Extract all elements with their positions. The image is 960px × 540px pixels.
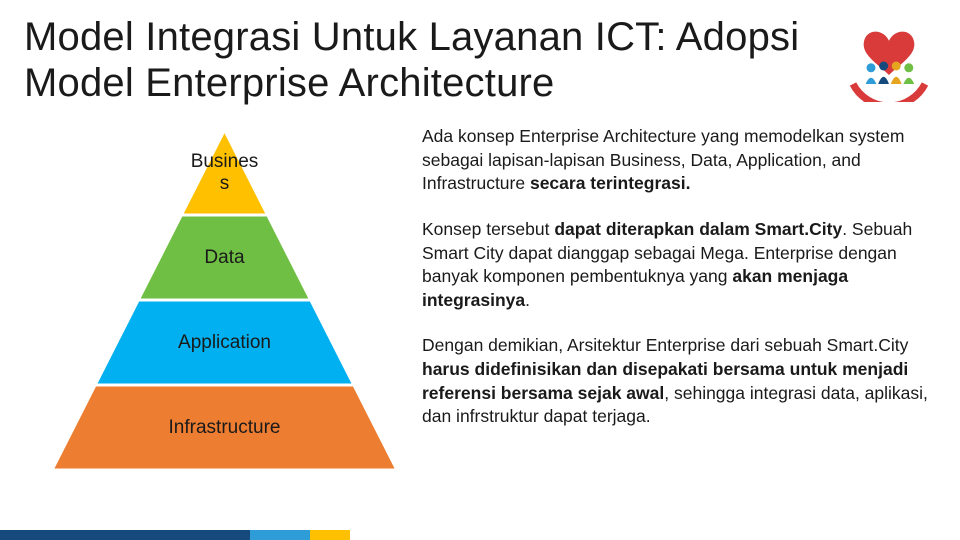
page-title: Model Integrasi Untuk Layanan ICT: Adops… bbox=[24, 14, 844, 106]
org-logo bbox=[844, 12, 934, 102]
body-text: Ada konsep Enterprise Architecture yang … bbox=[422, 125, 936, 451]
pyramid-label-text: Application bbox=[178, 332, 271, 354]
paragraph: Ada konsep Enterprise Architecture yang … bbox=[422, 125, 936, 196]
pyramid-label-text: Data bbox=[204, 247, 244, 269]
ribbon-icon bbox=[853, 84, 925, 102]
logo-svg bbox=[844, 12, 934, 102]
paragraph: Konsep tersebut dapat diterapkan dalam S… bbox=[422, 218, 936, 313]
pyramid-label: Data bbox=[52, 215, 397, 300]
pyramid-label: Infrastructure bbox=[52, 385, 397, 470]
footer-bar bbox=[250, 530, 310, 540]
footer-accent bbox=[0, 530, 350, 540]
footer-bar bbox=[0, 530, 250, 540]
slide: Model Integrasi Untuk Layanan ICT: Adops… bbox=[0, 0, 960, 540]
footer-bar bbox=[310, 530, 350, 540]
pyramid-label: Business bbox=[52, 130, 397, 215]
pyramid-label-text: Business bbox=[191, 151, 259, 195]
paragraph: Dengan demikian, Arsitektur Enterprise d… bbox=[422, 334, 936, 429]
pyramid-label-text: Infrastructure bbox=[169, 417, 281, 439]
pyramid-label: Application bbox=[52, 300, 397, 385]
